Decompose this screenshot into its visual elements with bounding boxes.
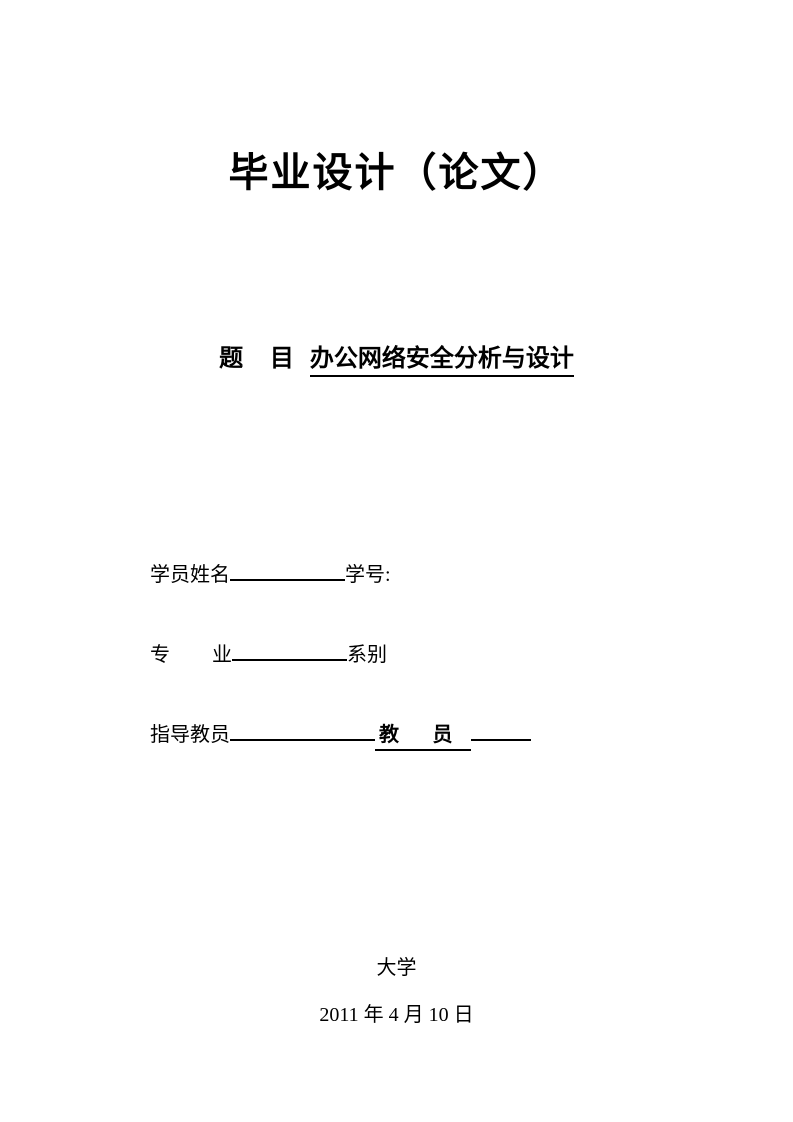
major-row: 专 业 系别 (150, 637, 693, 667)
university-name: 大学 (319, 951, 473, 980)
main-title: 毕业设计（论文） (229, 140, 565, 198)
date: 2011 年 4 月 10 日 (319, 998, 473, 1027)
major-label-1: 专 (150, 638, 170, 667)
major-label-2: 业 (212, 638, 232, 667)
student-id-label: 学号: (345, 558, 391, 587)
advisor-field-end (471, 717, 531, 741)
department-label: 系别 (347, 638, 387, 667)
topic-label: 题 目 (219, 338, 304, 373)
student-name-label: 学员姓名 (150, 558, 230, 587)
topic-row: 题 目 办公网络安全分析与设计 (219, 338, 574, 377)
advisor-label: 指导教员 (150, 718, 230, 747)
teacher-title: 教 员 (375, 718, 471, 751)
footer: 大学 2011 年 4 月 10 日 (319, 951, 473, 1027)
advisor-row: 指导教员 教 员 (150, 717, 693, 751)
student-name-row: 学员姓名 学号: (150, 557, 693, 587)
major-field (232, 637, 347, 661)
info-section: 学员姓名 学号: 专 业 系别 指导教员 教 员 (100, 557, 693, 801)
document-page: 毕业设计（论文） 题 目 办公网络安全分析与设计 学员姓名 学号: 专 业 系别… (0, 0, 793, 1122)
student-name-field (230, 557, 345, 581)
advisor-field (230, 717, 375, 741)
topic-value: 办公网络安全分析与设计 (310, 338, 574, 377)
